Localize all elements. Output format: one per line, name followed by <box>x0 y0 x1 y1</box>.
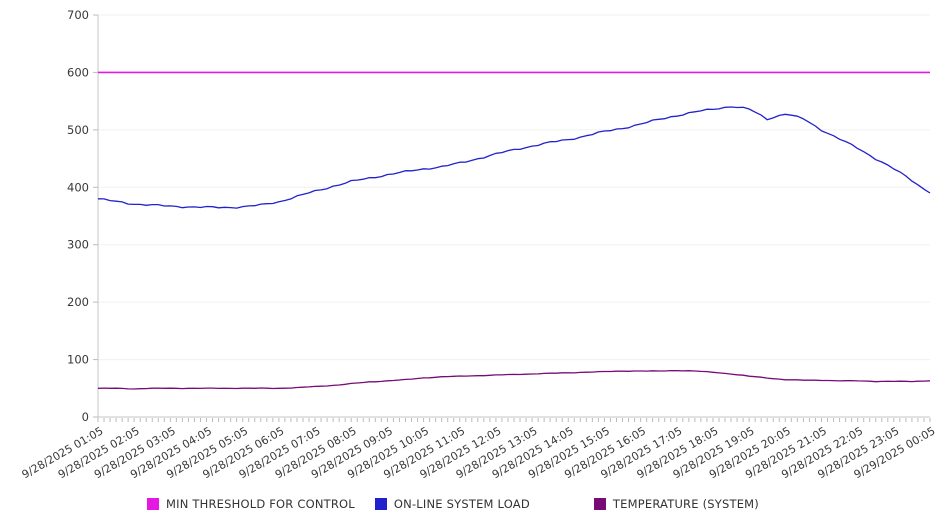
axes <box>97 15 930 421</box>
legend-label-online-system-load: ON-LINE SYSTEM LOAD <box>393 497 530 511</box>
y-axis-labels: 0 100 200 300 400 500 600 700 <box>67 8 89 424</box>
y-tick-label: 500 <box>67 123 89 137</box>
x-axis-labels: 9/28/2025 01:059/28/2025 02:059/28/2025 … <box>20 424 938 481</box>
legend-item-online-system-load[interactable]: ON-LINE SYSTEM LOAD <box>374 497 530 511</box>
y-tick-label: 300 <box>67 238 89 252</box>
x-minor-ticks <box>97 418 931 422</box>
series-line-2 <box>97 369 931 390</box>
series-line-1 <box>97 106 931 209</box>
y-tick-label: 400 <box>67 180 89 194</box>
chart-legend: MIN THRESHOLD FOR CONTROL ON-LINE SYSTEM… <box>0 497 906 511</box>
legend-item-temperature-system[interactable]: TEMPERATURE (SYSTEM) <box>593 497 759 511</box>
legend-item-min-threshold[interactable]: MIN THRESHOLD FOR CONTROL <box>147 497 355 511</box>
legend-label-temperature-system: TEMPERATURE (SYSTEM) <box>612 497 759 511</box>
legend-swatch-online-system-load-icon <box>374 498 387 510</box>
y-tick-label: 100 <box>67 353 89 367</box>
y-tick-label: 0 <box>82 410 89 424</box>
legend-swatch-min-threshold-icon <box>147 498 160 510</box>
y-tick-label: 200 <box>67 295 89 309</box>
legend-swatch-temperature-system-icon <box>593 498 606 510</box>
y-tick-label: 700 <box>67 8 89 22</box>
y-tick-label: 600 <box>67 65 89 79</box>
y-gridlines <box>93 14 930 418</box>
legend-label-min-threshold: MIN THRESHOLD FOR CONTROL <box>166 497 355 511</box>
